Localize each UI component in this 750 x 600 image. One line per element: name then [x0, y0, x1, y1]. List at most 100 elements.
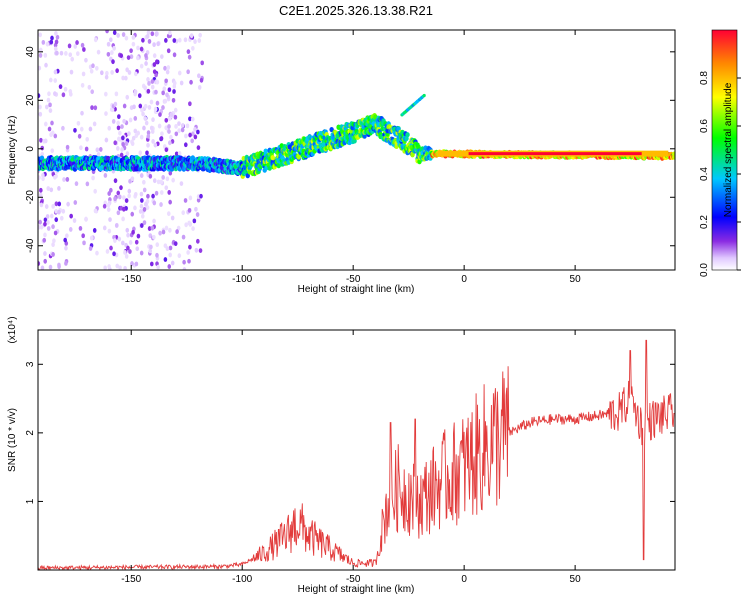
heatmap-noise-cell — [165, 69, 170, 75]
heatmap-noise-cell — [51, 252, 55, 257]
heatmap-noise-cell — [182, 259, 186, 265]
heatmap-noise-cell — [50, 35, 54, 41]
spectrogram-y-label: Frequency (Hz) — [7, 116, 18, 185]
heatmap-noise-cell — [89, 235, 94, 241]
heatmap-noise-cell — [150, 261, 154, 267]
heatmap-noise-cell — [130, 211, 135, 217]
x-tick-label: -100 — [232, 274, 252, 285]
colorbar-tick-label: 0.8 — [699, 71, 710, 85]
x-tick-label: -50 — [346, 574, 361, 585]
heatmap-noise-cell — [153, 142, 158, 148]
heatmap-noise-cell — [128, 178, 132, 184]
heatmap-noise-cell — [81, 233, 85, 239]
heatmap-noise-cell — [46, 226, 51, 231]
heatmap-noise-cell — [38, 104, 42, 110]
colorbar-label: Normalized spectral amplitude — [723, 82, 734, 217]
heatmap-noise-cell — [88, 126, 93, 132]
heatmap-band-cell — [672, 154, 675, 160]
heatmap-noise-cell — [188, 244, 192, 250]
heatmap-noise-cell — [142, 125, 146, 131]
heatmap-noise-cell — [76, 120, 81, 126]
heatmap-noise-cell — [70, 56, 75, 62]
heatmap-noise-cell — [75, 40, 79, 45]
heatmap-noise-cell — [77, 133, 82, 139]
heatmap-noise-cell — [43, 258, 48, 264]
heatmap-noise-cell — [152, 218, 156, 224]
heatmap-noise-cell — [95, 65, 99, 71]
heatmap-noise-cell — [51, 203, 55, 209]
x-tick-label: 50 — [570, 274, 582, 285]
heatmap-noise-cell — [199, 193, 203, 199]
heatmap-noise-cell — [155, 59, 159, 65]
heatmap-noise-cell — [92, 121, 97, 127]
heatmap-noise-cell — [79, 126, 84, 132]
heatmap-noise-cell — [115, 263, 120, 269]
heatmap-noise-cell — [188, 132, 192, 138]
heatmap-noise-cell — [154, 89, 158, 95]
heatmap-noise-cell — [182, 267, 187, 270]
heatmap-noise-cell — [81, 71, 86, 77]
heatmap-noise-cell — [167, 190, 172, 195]
heatmap-noise-cell — [146, 77, 150, 82]
heatmap-noise-cell — [186, 250, 190, 255]
heatmap-chirp-cell — [422, 93, 426, 98]
heatmap-noise-cell — [156, 41, 160, 47]
heatmap-noise-cell — [133, 71, 138, 77]
heatmap-noise-cell — [168, 140, 172, 146]
heatmap-noise-cell — [113, 196, 117, 202]
heatmap-noise-cell — [196, 145, 201, 151]
spectrogram-background — [38, 30, 675, 270]
heatmap-noise-cell — [103, 265, 107, 270]
heatmap-noise-cell — [154, 190, 159, 196]
heatmap-noise-cell — [151, 193, 155, 199]
heatmap-noise-cell — [128, 117, 133, 123]
heatmap-noise-cell — [167, 129, 171, 134]
heatmap-noise-cell — [145, 33, 150, 39]
heatmap-noise-cell — [65, 177, 70, 182]
heatmap-noise-cell — [53, 133, 58, 139]
heatmap-noise-cell — [164, 225, 169, 231]
heatmap-noise-cell — [174, 151, 179, 157]
heatmap-noise-cell — [48, 102, 52, 108]
heatmap-noise-cell — [82, 47, 86, 52]
heatmap-noise-cell — [53, 78, 58, 83]
heatmap-noise-cell — [51, 224, 55, 230]
heatmap-noise-cell — [117, 114, 121, 120]
x-tick-label: -150 — [121, 274, 141, 285]
heatmap-noise-cell — [88, 246, 93, 251]
heatmap-noise-cell — [153, 106, 158, 112]
heatmap-noise-cell — [78, 225, 83, 231]
heatmap-noise-cell — [173, 107, 178, 113]
heatmap-noise-cell — [106, 207, 111, 212]
heatmap-noise-cell — [138, 150, 143, 156]
heatmap-noise-cell — [121, 32, 126, 37]
heatmap-noise-cell — [91, 63, 95, 69]
heatmap-noise-cell — [199, 77, 204, 83]
heatmap-noise-cell — [108, 217, 112, 223]
heatmap-noise-cell — [124, 35, 129, 41]
heatmap-noise-cell — [55, 50, 59, 56]
heatmap-noise-cell — [58, 84, 63, 90]
heatmap-noise-cell — [187, 258, 191, 264]
heatmap-noise-cell — [165, 176, 170, 182]
heatmap-noise-cell — [120, 147, 124, 152]
heatmap-noise-cell — [159, 136, 164, 141]
heatmap-noise-cell — [90, 89, 95, 95]
heatmap-noise-cell — [47, 91, 51, 97]
heatmap-noise-cell — [43, 251, 47, 256]
heatmap-noise-cell — [198, 248, 203, 253]
heatmap-noise-cell — [198, 32, 202, 38]
heatmap-noise-cell — [193, 134, 198, 140]
heatmap-noise-cell — [46, 186, 51, 191]
heatmap-noise-cell — [134, 261, 139, 267]
heatmap-noise-cell — [80, 110, 84, 116]
heatmap-noise-cell — [150, 225, 155, 231]
heatmap-noise-cell — [73, 200, 78, 205]
heatmap-noise-cell — [112, 45, 116, 51]
heatmap-noise-cell — [164, 38, 168, 43]
heatmap-noise-cell — [123, 250, 127, 255]
heatmap-noise-cell — [65, 233, 69, 239]
heatmap-noise-cell — [69, 213, 73, 219]
heatmap-noise-cell — [167, 264, 172, 269]
heatmap-noise-cell — [42, 237, 47, 243]
